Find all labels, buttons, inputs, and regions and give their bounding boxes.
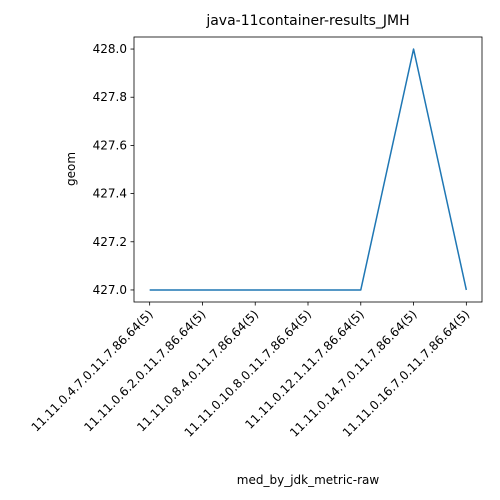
y-tick-label: 427.4 [93,187,127,201]
y-tick-label: 427.6 [93,138,127,152]
y-tick-label: 428.0 [93,42,127,56]
y-tick-label: 427.2 [93,235,127,249]
y-tick-label: 427.8 [93,90,127,104]
series-line [149,48,468,291]
x-axis-label: med_by_jdk_metric-raw [237,473,380,487]
y-tick-label: 427.0 [93,283,127,297]
y-axis-label: geom [64,152,78,186]
chart-title: java-11container-results_JMH [205,13,409,29]
